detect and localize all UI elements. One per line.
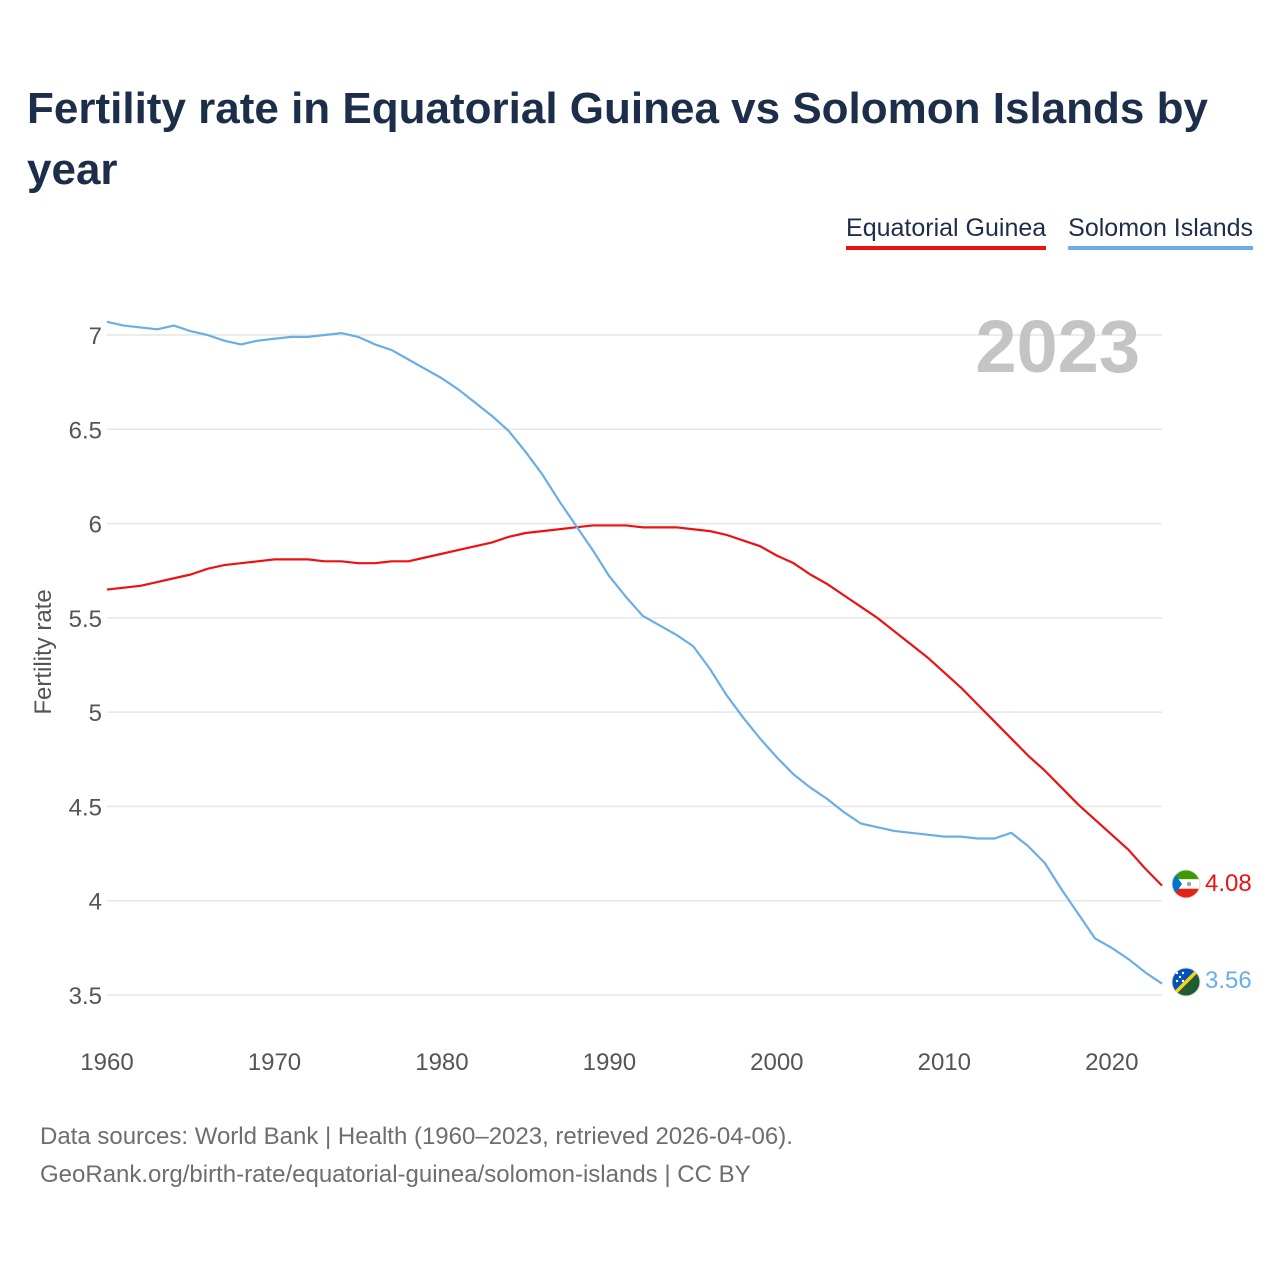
year-watermark: 2023: [975, 305, 1140, 388]
y-tick-label: 7: [89, 323, 102, 350]
y-tick-label: 4.5: [69, 794, 102, 821]
series-line-equatorial-guinea[interactable]: [106, 524, 1163, 887]
line-chart: 2023 3.5 4 4.5 5 5.5 6 6.5 7 1960 1970 1980 1990 20…: [30, 305, 1252, 1076]
y-tick-label: 6.5: [69, 417, 102, 444]
chart-title: Fertility rate in Equatorial Guinea vs S…: [27, 84, 1208, 194]
equatorial-guinea-flag-icon: [1171, 869, 1201, 899]
x-tick-label: 2000: [750, 1049, 803, 1076]
footer-attribution[interactable]: GeoRank.org/birth-rate/equatorial-guinea…: [40, 1161, 751, 1188]
series-line-solomon-islands[interactable]: [106, 320, 1163, 985]
x-tick-label: 2010: [918, 1049, 971, 1076]
footer-sources: Data sources: World Bank | Health (1960–…: [40, 1123, 793, 1150]
x-tick-label: 1970: [248, 1049, 301, 1076]
end-value-solomon-islands: 3.56: [1205, 967, 1252, 994]
x-tick-label: 1990: [583, 1049, 636, 1076]
solomon-islands-flag-icon: [1171, 967, 1201, 997]
x-tick-label: 1960: [80, 1049, 133, 1076]
legend-item-equatorial-guinea[interactable]: Equatorial Guinea: [846, 213, 1047, 250]
x-tick-label: 2020: [1085, 1049, 1138, 1076]
y-tick-label: 3.5: [69, 983, 102, 1010]
legend: Equatorial Guinea Solomon Islands: [846, 213, 1253, 250]
end-value-equatorial-guinea: 4.08: [1205, 870, 1252, 897]
y-tick-label: 6: [89, 512, 102, 539]
legend-item-solomon-islands[interactable]: Solomon Islands: [1068, 213, 1253, 250]
y-tick-label: 5.5: [69, 606, 102, 633]
x-tick-label: 1980: [415, 1049, 468, 1076]
y-tick-label: 5: [89, 700, 102, 727]
y-tick-label: 4: [89, 889, 102, 916]
footer: Data sources: World Bank | Health (1960–…: [40, 1118, 793, 1194]
y-axis-label: Fertility rate: [30, 589, 57, 714]
